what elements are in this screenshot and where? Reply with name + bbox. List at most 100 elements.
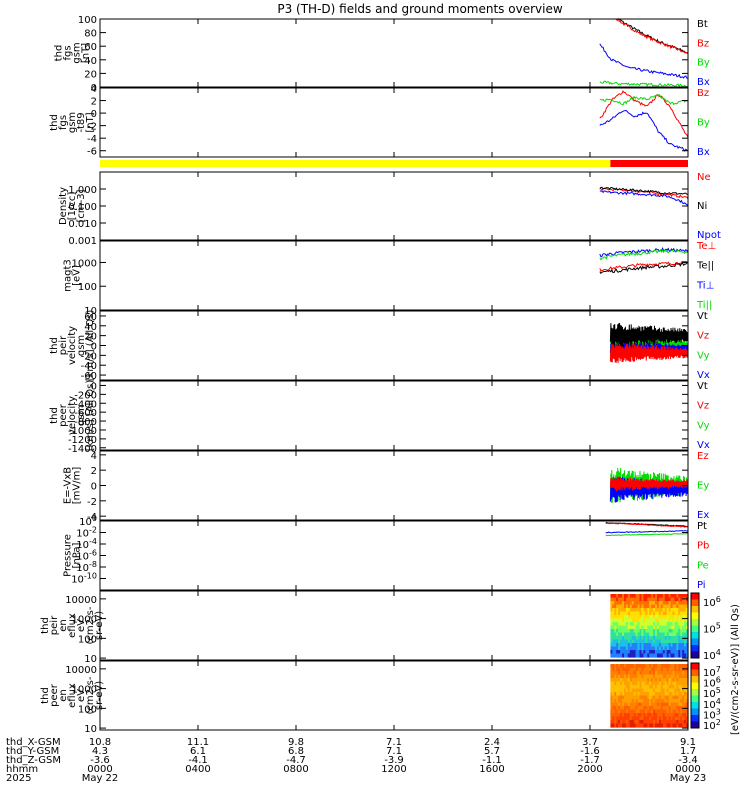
- heatmap-cell: [629, 671, 633, 676]
- tick-label: -2: [87, 497, 97, 508]
- heatmap-cell: [627, 695, 631, 700]
- heatmap-cell: [612, 608, 615, 613]
- heatmap-cell: [686, 643, 689, 648]
- heatmap-cell: [639, 723, 642, 728]
- heatmap-cell: [622, 699, 625, 704]
- heatmap-cell: [680, 594, 683, 599]
- heatmap-cell: [629, 622, 633, 627]
- heatmap-cell: [625, 709, 629, 714]
- heatmap-cell: [658, 709, 662, 714]
- heatmap-cell: [641, 720, 644, 725]
- heatmap-cell: [674, 678, 677, 683]
- y-axis-label-line: thd: [54, 45, 65, 62]
- heatmap-cell: [651, 625, 654, 630]
- heatmap-cell: [643, 601, 646, 606]
- heatmap-cell: [610, 601, 613, 606]
- heatmap-cell: [631, 639, 635, 644]
- tick-label: 105: [703, 622, 721, 636]
- heatmap-cell: [610, 622, 613, 627]
- series-line-Pe: [605, 533, 689, 537]
- heatmap-cell: [662, 695, 666, 700]
- heatmap-cell: [668, 692, 672, 697]
- heatmap-cell: [612, 671, 615, 676]
- y-axis-label-line: [nT]: [85, 112, 96, 132]
- y-axis-label-line: [eV]: [72, 265, 83, 286]
- heatmap-cell: [668, 706, 672, 711]
- heatmap-cell: [635, 615, 639, 620]
- y-axis-label-line: eV: [76, 689, 87, 702]
- heatmap-cell: [620, 611, 623, 616]
- panel-pressure: 10010-210-410-610-810-10Pressure[nPa]PtP…: [63, 514, 710, 591]
- heatmap-cell: [649, 622, 652, 627]
- series-line-Te||: [599, 262, 689, 275]
- heatmap-cell: [670, 650, 673, 655]
- legend-entry: Bx: [697, 147, 710, 158]
- heatmap-cell: [641, 667, 644, 672]
- heatmap-cell: [655, 594, 658, 599]
- heatmap-cell: [649, 643, 652, 648]
- heatmap-cell: [674, 639, 677, 644]
- heatmap-cell: [637, 713, 640, 718]
- heatmap-cell: [666, 688, 670, 693]
- heatmap-cell: [620, 695, 623, 700]
- heatmap-cell: [641, 699, 644, 704]
- y-axis-label-line: magt3: [63, 259, 74, 292]
- heatmap-cell: [649, 681, 652, 686]
- heatmap-cell: [629, 618, 633, 623]
- heatmap-cell: [666, 692, 670, 697]
- heatmap-cell: [635, 608, 639, 613]
- heatmap-cell: [637, 681, 640, 686]
- heatmap-cell: [629, 713, 633, 718]
- heatmap-cell: [631, 674, 635, 679]
- tick-label: 106: [703, 595, 721, 609]
- heatmap-cell: [647, 678, 650, 683]
- heatmap-cell: [670, 706, 673, 711]
- heatmap-cell: [662, 646, 666, 651]
- heatmap-cell: [660, 723, 664, 728]
- heatmap-cell: [674, 713, 677, 718]
- heatmap-cell: [610, 716, 613, 721]
- legend-entry: Vz: [697, 401, 709, 412]
- heatmap-cell: [662, 678, 666, 683]
- heatmap-cell: [676, 688, 679, 693]
- heatmap-cell: [651, 629, 654, 634]
- heatmap-cell: [649, 667, 652, 672]
- heatmap-cell: [672, 671, 675, 676]
- heatmap-cell: [616, 636, 619, 641]
- heatmap-cell: [637, 667, 640, 672]
- heatmap-cell: [616, 650, 619, 655]
- y-axis-label: Pressure[nPa]: [63, 534, 83, 577]
- heatmap-cell: [664, 601, 668, 606]
- legend-entry: By: [697, 58, 710, 69]
- heatmap-cell: [653, 709, 656, 714]
- heatmap-cell: [645, 695, 648, 700]
- heatmap-cell: [620, 601, 623, 606]
- heatmap-cell: [649, 594, 652, 599]
- x-axis-value: 6.8: [288, 746, 304, 757]
- colorbar-segment: [691, 638, 699, 646]
- heatmap-cell: [678, 664, 681, 669]
- heatmap-cell: [668, 664, 672, 669]
- heatmap-cell: [622, 629, 625, 634]
- heatmap-cell: [631, 632, 635, 637]
- heatmap-cell: [643, 678, 646, 683]
- heatmap-cell: [629, 597, 633, 602]
- heatmap-cell: [627, 664, 631, 669]
- heatmap-cell: [668, 678, 672, 683]
- heatmap-cell: [612, 604, 615, 609]
- heatmap-cell: [682, 618, 685, 623]
- heatmap-cell: [651, 674, 654, 679]
- heatmap-cell: [649, 664, 652, 669]
- heatmap-cell: [655, 639, 658, 644]
- heatmap-cell: [686, 688, 689, 693]
- heatmap-cell: [655, 692, 658, 697]
- heatmap-cell: [660, 667, 664, 672]
- heatmap-cell: [666, 615, 670, 620]
- heatmap-cell: [625, 720, 629, 725]
- tick-label: -2: [87, 122, 97, 133]
- heatmap-cell: [658, 720, 662, 725]
- heatmap-cell: [657, 646, 660, 651]
